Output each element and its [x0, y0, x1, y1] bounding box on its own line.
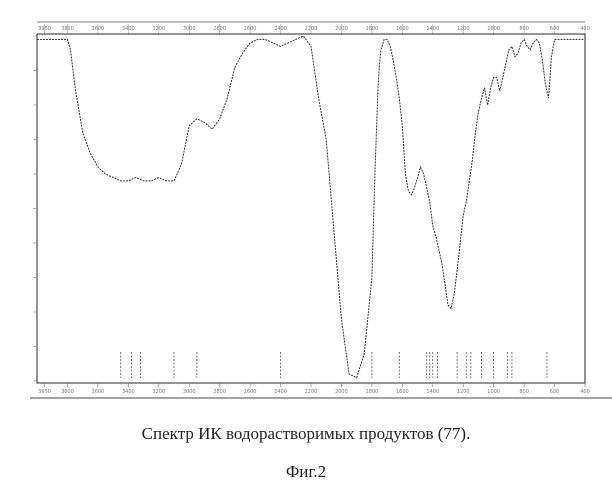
left-axis-ticks	[33, 36, 37, 381]
top-tick-label: 3000	[183, 26, 196, 32]
ir-spectrum-chart: 3950 3800 3600 3400 3200 3000 2800 2600 2400 2200…	[0, 0, 612, 400]
bottom-tick-label: 1800	[366, 389, 379, 395]
bottom-tick-label: 3950	[38, 389, 51, 395]
bottom-tick-label: 1200	[457, 389, 470, 395]
top-tick-label: 1000	[487, 26, 500, 32]
bottom-tick-label: 2400	[274, 389, 287, 395]
bottom-tick-label: 400	[580, 389, 590, 395]
spectrum-series-line	[37, 36, 585, 378]
bottom-tick-label: 2600	[244, 389, 257, 395]
bottom-tick-label: 2200	[305, 389, 318, 395]
bottom-tick-label: 1000	[487, 389, 500, 395]
bottom-tick-label: 2000	[335, 389, 348, 395]
top-tick-label: 2400	[274, 26, 287, 32]
bottom-axis-ticks: 3950 3800 3600 3400 3200 3000 2800 2600 2400 2200…	[38, 383, 590, 395]
bottom-tick-label: 800	[519, 389, 529, 395]
bottom-tick-label: 3800	[61, 389, 74, 395]
figure-caption: Спектр ИК водорастворимых продуктов (77)…	[0, 424, 612, 444]
bottom-tick-label: 1400	[426, 389, 439, 395]
bottom-tick-label: 3400	[122, 389, 135, 395]
peak-markers	[121, 352, 547, 378]
top-tick-label: 3950	[38, 26, 51, 32]
bottom-tick-label: 2800	[213, 389, 226, 395]
top-tick-label: 1800	[366, 26, 379, 32]
top-tick-label: 1600	[396, 26, 409, 32]
figure-label: Фиг.2	[0, 462, 612, 482]
top-tick-label: 600	[550, 26, 560, 32]
bottom-tick-label: 3000	[183, 389, 196, 395]
top-tick-label: 400	[580, 26, 590, 32]
top-tick-label: 1200	[457, 26, 470, 32]
top-tick-label: 3600	[92, 26, 105, 32]
bottom-tick-label: 3200	[152, 389, 165, 395]
top-tick-label: 2800	[213, 26, 226, 32]
top-tick-label: 3400	[122, 26, 135, 32]
bottom-tick-label: 600	[550, 389, 560, 395]
top-tick-label: 3200	[152, 26, 165, 32]
top-tick-label: 2000	[335, 26, 348, 32]
top-tick-label: 2600	[244, 26, 257, 32]
top-tick-row: 3950 3800 3600 3400 3200 3000 2800 2600 2400 2200…	[38, 24, 590, 34]
bottom-tick-label: 1600	[396, 389, 409, 395]
top-tick-label: 3800	[61, 26, 74, 32]
bottom-tick-label: 3600	[92, 389, 105, 395]
top-tick-label: 800	[519, 26, 529, 32]
plot-frame	[37, 34, 585, 383]
top-tick-label: 1400	[426, 26, 439, 32]
top-tick-label: 2200	[305, 26, 318, 32]
